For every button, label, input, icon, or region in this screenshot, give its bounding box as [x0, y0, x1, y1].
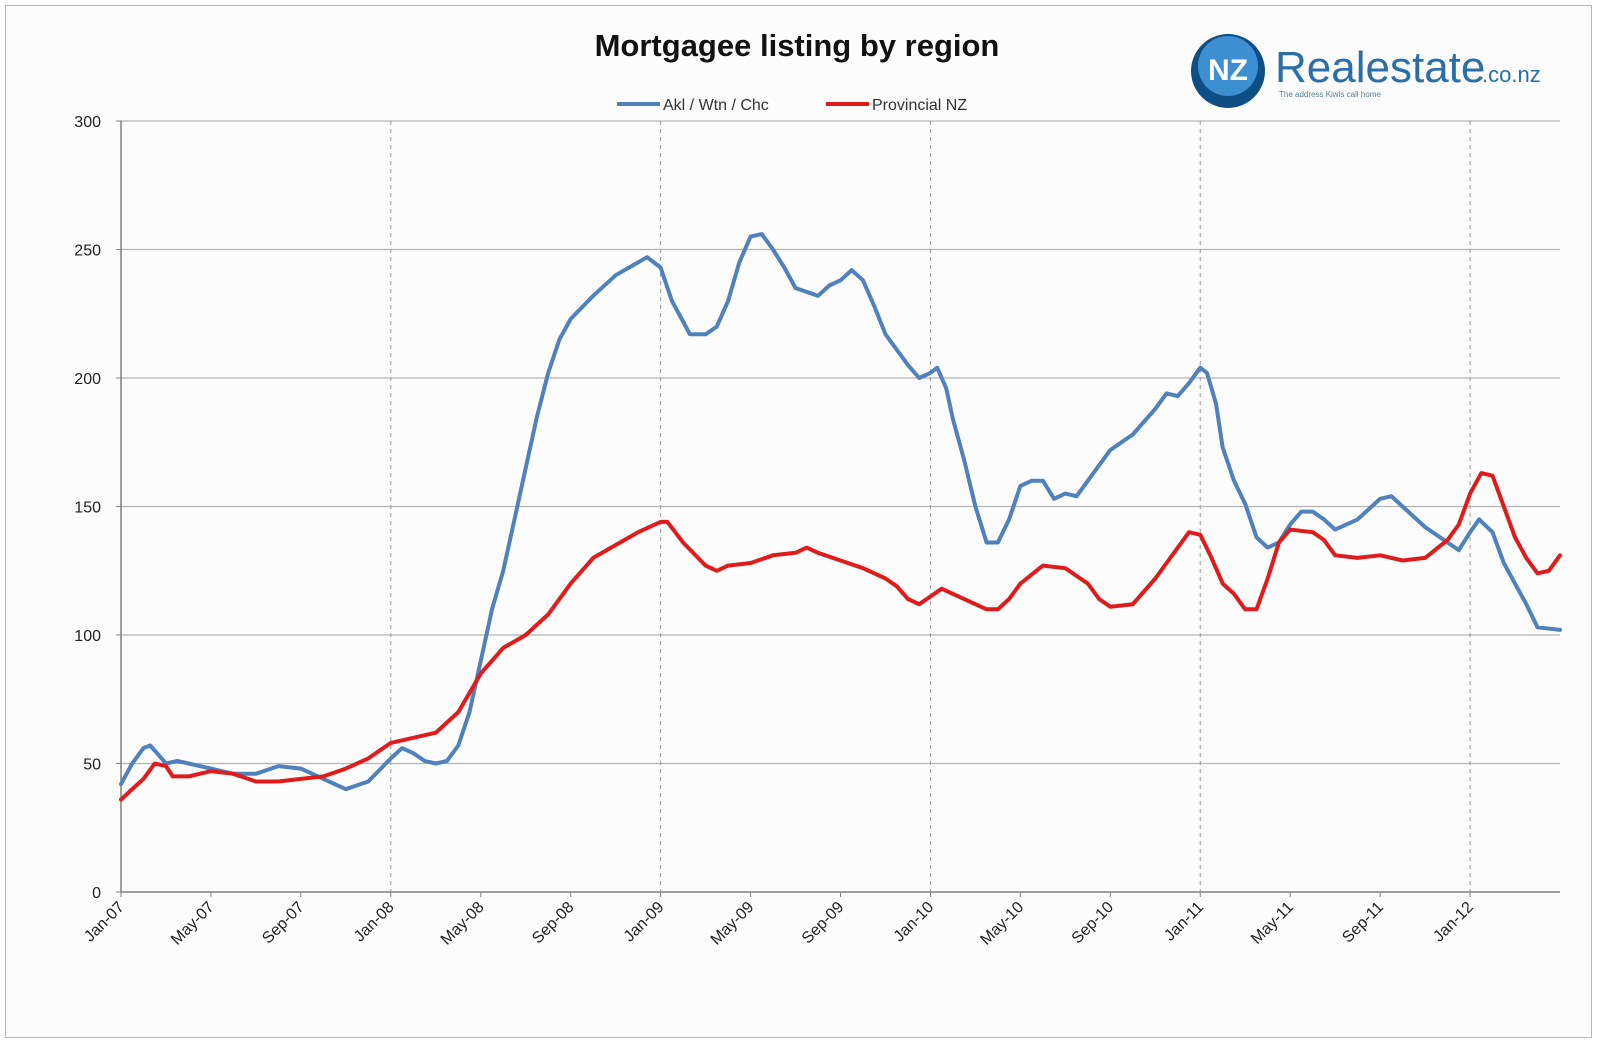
- x-tick-labels: Jan-07 May-07 Sep-07 Jan-08 May-08 Sep-08 Jan-…: [81, 892, 1477, 949]
- x-tick-label: Jan-09: [621, 899, 668, 946]
- x-tick-label: Sep-09: [799, 899, 848, 948]
- series-lines: [119, 232, 1562, 802]
- logo-badge-text: NZ: [1208, 54, 1248, 87]
- y-tick-label: 50: [83, 757, 101, 774]
- x-tick-label: Sep-08: [529, 899, 578, 948]
- y-tick-labels: 0 50 100 150 200 250 300: [74, 114, 121, 902]
- realestate-logo: NZ Realestate .co.nz The address Kiwis c…: [1191, 34, 1541, 108]
- logo-suffix: .co.nz: [1482, 62, 1541, 87]
- x-tick-label: May-09: [708, 899, 758, 949]
- chart-legend: Akl / Wtn / Chc Provincial NZ: [617, 97, 967, 114]
- logo-tagline: The address Kiwis call home: [1279, 90, 1381, 99]
- x-tick-label: May-08: [438, 899, 488, 949]
- x-tick-label: May-10: [977, 899, 1027, 949]
- x-tick-label: Jan-11: [1161, 899, 1207, 945]
- y-tick-label: 100: [74, 628, 101, 645]
- x-tick-label: Sep-10: [1069, 899, 1118, 948]
- x-tick-label: Sep-11: [1339, 899, 1387, 947]
- y-tick-label: 300: [74, 114, 101, 131]
- x-tick-label: Jan-10: [891, 899, 938, 946]
- x-tick-label: Jan-08: [351, 899, 398, 946]
- series-line-akl-wtn-chc: [119, 232, 1562, 792]
- x-tick-label: May-11: [1248, 899, 1297, 948]
- gridlines: [121, 120, 1560, 892]
- series-line-provincial-nz: [119, 471, 1562, 802]
- chart-title: Mortgagee listing by region: [595, 28, 1000, 63]
- x-tick-label: May-07: [168, 899, 218, 949]
- legend-label-akl: Akl / Wtn / Chc: [663, 97, 769, 114]
- y-tick-label: 150: [74, 500, 101, 517]
- x-tick-label: Jan-07: [81, 899, 128, 946]
- legend-label-provincial: Provincial NZ: [872, 97, 967, 114]
- x-tick-label: Jan-12: [1430, 899, 1477, 946]
- logo-wordmark: Realestate: [1275, 43, 1485, 92]
- y-tick-label: 200: [74, 371, 101, 388]
- y-tick-label: 0: [92, 885, 101, 902]
- y-tick-label: 250: [74, 243, 101, 260]
- x-tick-label: Sep-07: [259, 899, 308, 948]
